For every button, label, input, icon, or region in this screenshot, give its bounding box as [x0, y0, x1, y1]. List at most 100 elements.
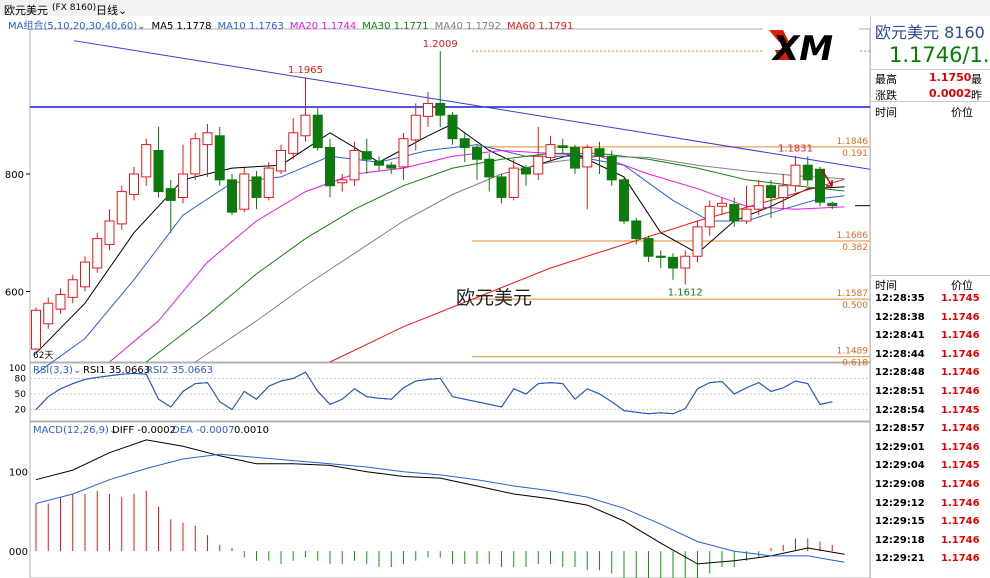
chart-toolbar: 欧元美元 (FX 8160) 日线⌄ [0, 0, 990, 18]
candle-body [619, 179, 629, 222]
quote-panel: 欧元美元 8160 1.1746/1. 最高 1.1750 最 涨跌 0.000… [870, 17, 990, 578]
period-label: 日线 [96, 4, 118, 17]
macd-legend-label: MACD(12,26,9)⌄ [33, 425, 117, 436]
candle-body [802, 164, 813, 181]
price-annotation: 1.1612 [668, 287, 703, 298]
tick-time: 12:29:04 [875, 460, 925, 472]
candle-body [263, 167, 274, 198]
tick-time: 12:28:57 [875, 423, 925, 435]
ma-legend-item: MA5 1.1778 [151, 21, 212, 32]
tick-time: 12:28:51 [875, 386, 925, 397]
tick-price-header: 价位 [951, 279, 973, 292]
candle-body [594, 148, 605, 157]
candle-body [655, 255, 666, 258]
quote-price: 1.1746/1. [889, 43, 990, 67]
ma-line-MA30 [145, 152, 845, 363]
tick-price: 1.1746 [941, 348, 980, 360]
candle-body [631, 220, 642, 240]
tick-price: 1.1746 [941, 441, 980, 453]
price-annotation: 1.1965 [288, 65, 323, 76]
candle-body [116, 191, 127, 225]
candle-body [729, 204, 740, 222]
tick-price: 1.1746 [941, 330, 980, 342]
rsi-tick-label: 80 [15, 374, 27, 384]
days-label: 62天 [33, 351, 53, 361]
fib-level-price: 1.1587 [837, 289, 869, 299]
tick-price: 1.1746 [941, 553, 980, 565]
candle-body [43, 302, 54, 325]
tick-time: 12:29:18 [875, 534, 925, 546]
ma-legend-item: MA30 1.1771 [362, 21, 429, 32]
ma-legend-item: MA60 1.1791 [507, 21, 574, 32]
candle-body [361, 151, 372, 160]
quote-row-change: 涨跌 0.0002 昨 [875, 87, 982, 103]
tick-time: 12:28:35 [875, 293, 925, 304]
candle-body [239, 173, 250, 210]
tick-price: 1.1746 [941, 479, 980, 490]
tick-time-header: 时间 [875, 279, 897, 292]
candle-body [67, 279, 78, 298]
price-annotation: 1.1831 [778, 144, 813, 155]
candle-body [337, 179, 348, 184]
candle-body [692, 226, 703, 257]
price-annotation: 1.2009 [423, 39, 458, 50]
tick-time: 12:28:41 [875, 330, 925, 342]
candle-body [410, 114, 421, 141]
tick-time: 12:28:44 [875, 348, 925, 360]
candle-body [717, 202, 727, 207]
candle-body [300, 114, 311, 137]
xm-logo: XM [763, 22, 859, 69]
rsi-legend-rsi2: RSI2 35.0663 [146, 365, 213, 376]
arrow-icon [821, 169, 833, 187]
candle-body [55, 293, 66, 310]
tick-price: 1.1746 [941, 311, 980, 323]
candle-body [435, 102, 446, 116]
candle-body [472, 147, 482, 160]
price-chart[interactable]: 800 600 1.1846 0.191 1.1686 0.382 1.1587 0.500 1… [0, 0, 882, 578]
macd-diff-line [35, 439, 845, 565]
tick-price: 1.1746 [941, 367, 980, 379]
candle-body [459, 138, 470, 149]
tick-price: 1.1746 [941, 534, 980, 546]
candle-body [92, 238, 103, 269]
candle-body [165, 188, 176, 201]
tick-time: 12:29:21 [875, 553, 925, 565]
candle-body [398, 138, 409, 168]
ma-legend-item: MA10 1.1763 [217, 21, 284, 32]
candle-body [753, 185, 764, 210]
quote-row-label: 最高 [875, 73, 897, 86]
candle-body [386, 164, 397, 169]
tick-time: 12:29:08 [875, 479, 925, 490]
candle-body [766, 185, 776, 198]
candle-body [423, 102, 433, 117]
candle-body [827, 202, 838, 207]
quote-row-value: 0.0002 [929, 87, 972, 100]
candle-body [202, 132, 213, 146]
candle-body [325, 147, 335, 187]
ma-legend: MA组合(5,10,20,30,40,60)⌄ MA5 1.1778 MA10 1.… [8, 17, 579, 32]
candle-body [496, 176, 507, 198]
candle-body [227, 179, 237, 213]
candle-body [251, 176, 262, 198]
candle-body [741, 208, 752, 222]
symbol-label[interactable]: 欧元美元 [4, 4, 48, 17]
fib-level-ratio: 0.500 [842, 301, 868, 311]
candle-body [668, 256, 678, 269]
candle-body [141, 144, 152, 178]
col-price-header: 价位 [951, 106, 973, 119]
chart-area[interactable]: 800 600 1.1846 0.191 1.1686 0.382 1.1587 0.500 1… [0, 0, 882, 578]
ma-legend-label[interactable]: MA组合(5,10,20,30,40,60)⌄ [8, 21, 146, 32]
trendline [73, 40, 882, 172]
period-selector[interactable]: 日线⌄ [96, 2, 127, 18]
candle-body [778, 185, 789, 198]
tick-price: 1.1746 [941, 423, 980, 435]
tick-time: 12:29:15 [875, 516, 925, 528]
rsi-legend-label: RSI(3,3)⌄ [33, 365, 81, 376]
tick-time: 12:28:54 [875, 404, 925, 416]
candle-body [214, 135, 225, 181]
price-tick-label: 600 [5, 287, 24, 298]
candle-body [484, 158, 495, 178]
rsi-tick-label: 50 [15, 390, 27, 400]
candle-body [349, 149, 360, 181]
fib-level-ratio: 0.191 [842, 149, 868, 159]
